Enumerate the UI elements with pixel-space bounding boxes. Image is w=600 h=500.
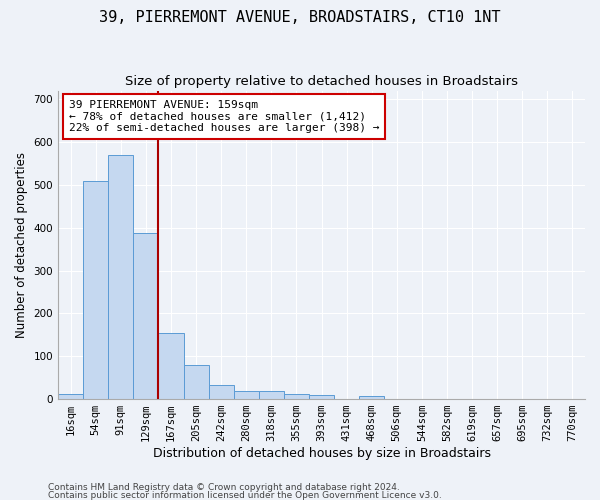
- Bar: [184, 365, 209, 399]
- Text: Contains HM Land Registry data © Crown copyright and database right 2024.: Contains HM Land Registry data © Crown c…: [48, 484, 400, 492]
- Bar: [309, 395, 334, 399]
- Text: 39 PIERREMONT AVENUE: 159sqm
← 78% of detached houses are smaller (1,412)
22% of: 39 PIERREMONT AVENUE: 159sqm ← 78% of de…: [68, 100, 379, 133]
- Text: Contains public sector information licensed under the Open Government Licence v3: Contains public sector information licen…: [48, 490, 442, 500]
- Y-axis label: Number of detached properties: Number of detached properties: [15, 152, 28, 338]
- Bar: [108, 155, 133, 399]
- Bar: [83, 180, 108, 399]
- Title: Size of property relative to detached houses in Broadstairs: Size of property relative to detached ho…: [125, 75, 518, 88]
- Bar: [284, 394, 309, 399]
- Bar: [209, 386, 233, 399]
- Bar: [158, 332, 184, 399]
- X-axis label: Distribution of detached houses by size in Broadstairs: Distribution of detached houses by size …: [152, 447, 491, 460]
- Bar: [259, 390, 284, 399]
- Bar: [359, 396, 384, 399]
- Bar: [58, 394, 83, 399]
- Bar: [133, 233, 158, 399]
- Text: 39, PIERREMONT AVENUE, BROADSTAIRS, CT10 1NT: 39, PIERREMONT AVENUE, BROADSTAIRS, CT10…: [99, 10, 501, 25]
- Bar: [233, 390, 259, 399]
